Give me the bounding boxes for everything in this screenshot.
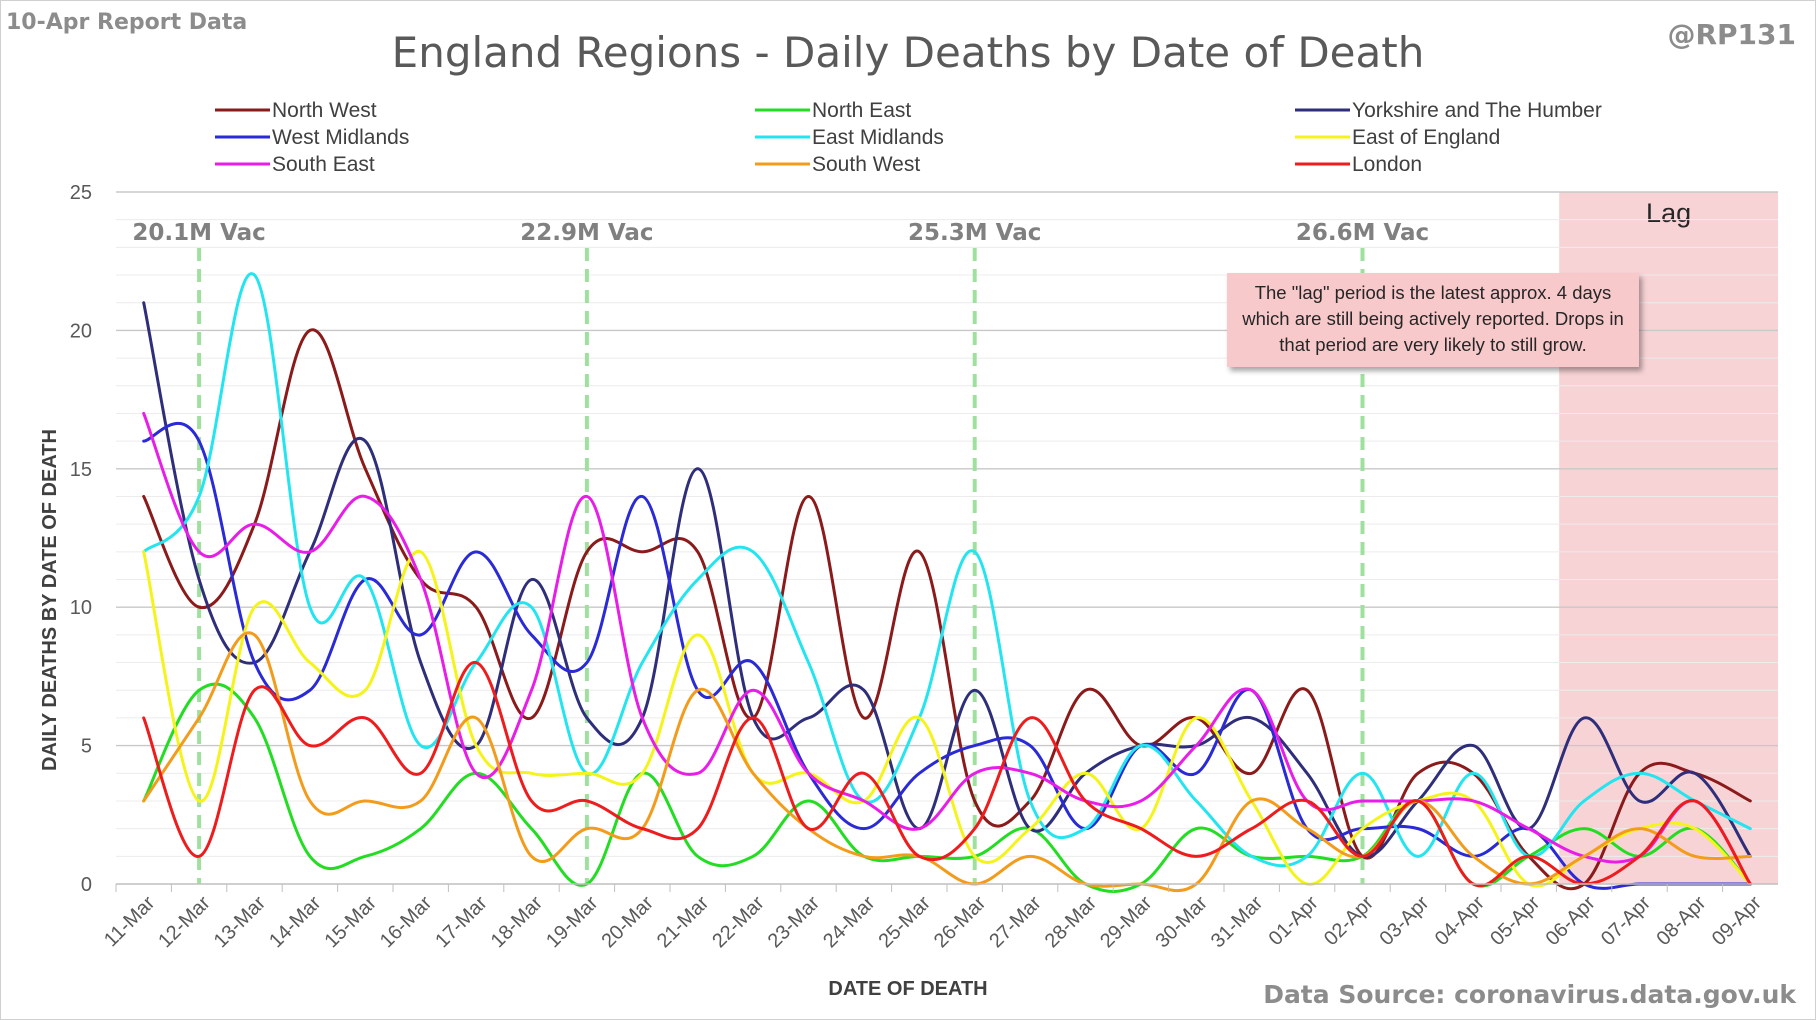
x-tick-label: 23-Mar (764, 892, 825, 953)
x-axis-title: DATE OF DEATH (828, 978, 987, 1000)
series-line-london (142, 661, 1752, 888)
series-line-yorkshire-and-the-humber (142, 301, 1752, 859)
x-tick-label: 26-Mar (930, 892, 991, 953)
x-tick-label: 30-Mar (1151, 892, 1212, 953)
series-lines (142, 272, 1752, 893)
x-tick-label: 12-Mar (154, 892, 215, 953)
legend-label: North East (812, 99, 911, 122)
x-tick-label: 20-Mar (597, 892, 658, 953)
author-handle: @RP131 (1667, 18, 1796, 51)
data-source-label: Data Source: coronavirus.data.gov.uk (1263, 980, 1796, 1009)
x-tick-label: 11-Mar (100, 892, 160, 952)
y-tick-label: 10 (70, 597, 92, 619)
x-tick-label: 04-Apr (1431, 892, 1489, 950)
x-tick-label: 02-Apr (1320, 892, 1378, 950)
x-tick-label: 28-Mar (1041, 892, 1102, 953)
series-line-north-west (142, 328, 1752, 891)
y-tick-label: 0 (81, 874, 92, 896)
x-tick-label: 22-Mar (708, 892, 769, 953)
x-tick-label: 16-Mar (376, 892, 437, 953)
chart-title: England Regions - Daily Deaths by Date o… (391, 28, 1425, 77)
x-tick-label: 01-Apr (1265, 892, 1323, 950)
x-tick-label: 06-Apr (1542, 892, 1600, 950)
legend-label: South West (812, 153, 920, 176)
y-tick-label: 25 (70, 182, 92, 204)
series-line-west-midlands (142, 422, 1752, 890)
legend-label: East of England (1352, 126, 1500, 149)
lag-label: Lag (1646, 198, 1691, 228)
x-tick-label: 21-Mar (653, 892, 714, 953)
y-tick-label: 20 (70, 320, 92, 342)
legend-label: South East (272, 153, 375, 176)
x-tick-label: 07-Apr (1597, 892, 1655, 950)
x-tick-label: 09-Apr (1708, 892, 1766, 950)
y-tick-label: 5 (81, 736, 92, 758)
x-tick-label: 15-Mar (320, 892, 381, 953)
legend: North West North East Yorkshire and The Hu… (215, 99, 1602, 176)
series-line-south-east (142, 411, 1752, 886)
legend-label: West Midlands (272, 126, 409, 149)
series-line-east-of-england (142, 550, 1752, 888)
x-tick-label: 25-Mar (874, 892, 935, 953)
legend-label: North West (272, 99, 377, 122)
legend-label: London (1352, 153, 1422, 176)
y-tick-label: 15 (70, 459, 92, 481)
x-tick-label: 31-Mar (1207, 892, 1268, 953)
x-tick-label: 19-Mar (542, 892, 603, 953)
report-date-label: 10-Apr Report Data (6, 10, 248, 35)
x-tick-label: 29-Mar (1096, 892, 1157, 953)
lag-note-callout: The "lag" period is the latest approx. 4… (1227, 273, 1639, 367)
x-tick-label: 14-Mar (265, 892, 326, 953)
vaccination-marker-label: 25.3M Vac (908, 220, 1041, 246)
legend-label: East Midlands (812, 126, 944, 149)
vaccination-marker-label: 20.1M Vac (132, 220, 265, 246)
x-tick-label: 27-Mar (985, 892, 1046, 953)
legend-label: Yorkshire and The Humber (1352, 99, 1602, 122)
y-axis-title: DAILY DEATHS BY DATE OF DEATH (39, 429, 61, 771)
x-tick-label: 13-Mar (210, 892, 271, 953)
x-tick-label: 08-Apr (1652, 892, 1710, 950)
x-tick-label: 03-Apr (1375, 892, 1433, 950)
vaccination-marker-label: 26.6M Vac (1296, 220, 1429, 246)
x-tick-label: 18-Mar (487, 892, 548, 953)
vaccination-marker-label: 22.9M Vac (520, 220, 653, 246)
x-tick-label: 05-Apr (1486, 892, 1544, 950)
x-tick-label: 17-Mar (431, 892, 492, 953)
series-line-south-west (142, 631, 1752, 893)
x-tick-label: 24-Mar (819, 892, 880, 953)
